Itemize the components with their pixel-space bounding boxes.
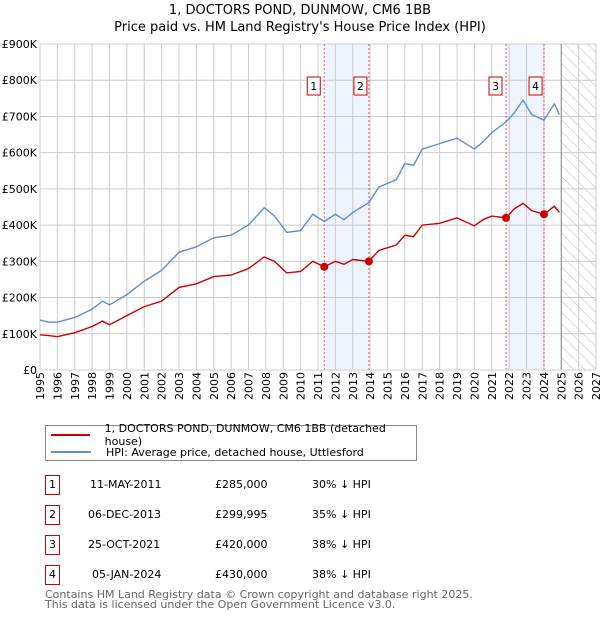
sale-marker-label: 3 <box>45 535 60 555</box>
legend-item-hpi: HPI: Average price, detached house, Uttl… <box>46 444 364 460</box>
sale-marker-box <box>528 76 543 96</box>
sale-point <box>364 257 373 266</box>
sale-hpi-diff: 38% ↓ HPI <box>312 538 371 551</box>
legend-swatch-blue <box>51 451 91 453</box>
x-tick-label: 2027 <box>590 372 600 400</box>
x-tick-label: 2001 <box>138 372 151 400</box>
sale-price: £420,000 <box>215 538 268 551</box>
legend-item-property: 1, DOCTORS POND, DUNMOW, CM6 1BB (detach… <box>46 422 416 448</box>
x-tick-label: 2011 <box>312 372 325 400</box>
x-tick-label: 1996 <box>51 372 64 400</box>
sales-table-row: 1 11-MAY-2011 £285,000 30% ↓ HPI <box>45 475 445 495</box>
sale-marker-label: 1 <box>45 475 60 495</box>
chart-title: 1, DOCTORS POND, DUNMOW, CM6 1BB <box>168 3 432 18</box>
sale-marker-label: 2 <box>357 80 364 93</box>
x-tick-label: 2000 <box>121 372 134 400</box>
x-tick-label: 2018 <box>434 372 447 400</box>
sale-period-shade <box>505 44 545 370</box>
x-tick-label: 1997 <box>69 372 82 400</box>
legend-label: 1, DOCTORS POND, DUNMOW, CM6 1BB (detach… <box>104 422 386 448</box>
x-tick-label: 2004 <box>190 372 203 400</box>
sale-marker-label: 4 <box>45 565 60 585</box>
sale-date: 06-DEC-2013 <box>88 508 162 521</box>
price-chart: 1995 1996 1997 1998 1999 2000 2001 2002 2003 2004… <box>2 38 600 400</box>
legend: 1, DOCTORS POND, DUNMOW, CM6 1BB (detach… <box>45 422 417 461</box>
sale-price: £430,000 <box>215 568 268 581</box>
x-tick-label: 1999 <box>104 372 117 400</box>
sale-marker-box <box>488 76 503 96</box>
sale-point <box>501 213 510 222</box>
x-tick-label: 2008 <box>260 372 273 400</box>
y-tick-label: £300K <box>2 255 38 268</box>
x-tick-label: 2002 <box>156 372 169 400</box>
x-tick-label: 1995 <box>34 372 47 400</box>
x-tick-label: 2021 <box>486 372 499 400</box>
sale-price: £285,000 <box>215 478 268 491</box>
x-tick-label: 2009 <box>277 372 290 400</box>
sale-marker-box <box>306 76 321 96</box>
sale-marker-label: 4 <box>532 80 539 93</box>
x-tick-label: 2015 <box>382 372 395 400</box>
x-tick-label: 2025 <box>555 372 568 400</box>
x-tick-label: 2007 <box>243 372 256 400</box>
sale-date: 11-MAY-2011 <box>90 478 162 491</box>
sale-marker-box <box>353 76 368 96</box>
hpi-line <box>39 98 561 323</box>
y-tick-label: £800K <box>2 74 38 87</box>
footer-line: Contains HM Land Registry data © Crown c… <box>45 588 473 601</box>
y-tick-label: £400K <box>2 219 38 232</box>
x-tick-label: 2024 <box>538 372 551 400</box>
sale-marker-label: 1 <box>310 80 317 93</box>
sale-marker-label: 2 <box>45 505 60 525</box>
footer-line: This data is licensed under the Open Gov… <box>45 598 396 611</box>
x-tick-label: 2023 <box>521 372 534 400</box>
y-tick-label: £0 <box>23 364 37 377</box>
y-tick-label: £900K <box>2 38 38 51</box>
x-tick-label: 2020 <box>468 372 481 400</box>
sale-point <box>320 262 329 271</box>
y-tick-label: £600K <box>2 147 38 160</box>
sales-table-row: 3 25-OCT-2021 £420,000 38% ↓ HPI <box>45 535 445 555</box>
x-tick-label: 2013 <box>347 372 360 400</box>
x-tick-label: 2016 <box>399 372 412 400</box>
sale-price: £299,995 <box>215 508 268 521</box>
sale-date: 05-JAN-2024 <box>92 568 162 581</box>
sale-date: 25-OCT-2021 <box>88 538 161 551</box>
x-tick-label: 2014 <box>364 372 377 400</box>
sale-hpi-diff: 35% ↓ HPI <box>312 508 371 521</box>
price-paid-line <box>39 202 561 338</box>
footer: Contains HM Land Registry data © Crown c… <box>45 588 473 611</box>
x-tick-label: 2019 <box>451 372 464 400</box>
y-tick-label: £200K <box>2 292 38 305</box>
sale-hpi-diff: 30% ↓ HPI <box>312 478 371 491</box>
sale-hpi-diff: 38% ↓ HPI <box>312 568 371 581</box>
x-tick-label: 2005 <box>208 372 221 400</box>
chart-subtitle: Price paid vs. HM Land Registry's House … <box>114 20 486 35</box>
x-tick-label: 2012 <box>329 372 342 400</box>
legend-swatch-red <box>51 434 90 436</box>
sales-table-row: 4 05-JAN-2024 £430,000 38% ↓ HPI <box>45 565 445 585</box>
x-tick-label: 2017 <box>416 372 429 400</box>
y-tick-label: £100K <box>2 328 38 341</box>
x-tick-label: 2006 <box>225 372 238 400</box>
sale-marker-label: 3 <box>492 80 499 93</box>
sale-point <box>540 210 549 219</box>
x-tick-label: 1998 <box>86 372 99 400</box>
sales-table-row: 2 06-DEC-2013 £299,995 35% ↓ HPI <box>45 505 445 525</box>
y-tick-label: £700K <box>2 110 38 123</box>
x-tick-label: 2010 <box>295 372 308 400</box>
x-tick-label: 2003 <box>173 372 186 400</box>
legend-label: HPI: Average price, detached house, Uttl… <box>106 445 364 459</box>
x-tick-label: 2022 <box>503 372 516 400</box>
x-tick-label: 2026 <box>573 372 586 400</box>
y-tick-label: £500K <box>2 183 38 196</box>
